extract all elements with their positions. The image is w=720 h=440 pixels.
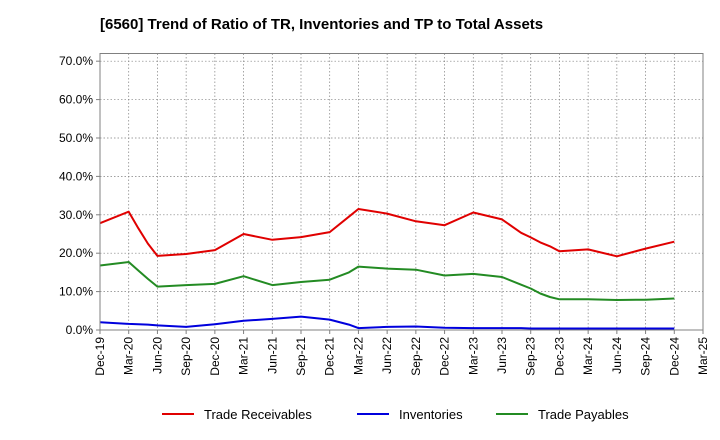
x-tick-label: Mar-23	[466, 337, 480, 375]
series-layer	[99, 208, 675, 330]
y-tick-label: 50.0%	[59, 131, 93, 145]
x-tick-label: Mar-21	[237, 337, 251, 375]
x-tick-label: Sep-21	[294, 337, 308, 376]
series-line-inventories	[99, 315, 675, 330]
x-tick-label: Sep-22	[409, 337, 423, 376]
x-tick-label: Dec-23	[552, 337, 566, 376]
x-tick-label: Dec-19	[93, 337, 107, 376]
legend-label-trade-payables: Trade Payables	[538, 407, 629, 422]
y-tick-label: 20.0%	[59, 246, 93, 260]
x-axis-ticks: Dec-19 Mar-20 Jun-20 Sep-20 Dec-20 Mar-21 Jun-…	[93, 330, 710, 376]
x-tick-label: Dec-24	[667, 337, 681, 376]
x-tick-label: Dec-21	[323, 337, 337, 376]
y-tick-label: 40.0%	[59, 169, 93, 183]
y-tick-label: 60.0%	[59, 93, 93, 107]
x-tick-label: Jun-24	[610, 337, 624, 374]
y-axis-ticks: 0.0% 10.0% 20.0% 30.0% 40.0% 50.0% 60.0% 70.0%	[59, 54, 100, 337]
chart-title: [6560] Trend of Ratio of TR, Inventories…	[100, 16, 543, 33]
x-tick-label: Mar-22	[351, 337, 365, 375]
x-tick-label: Mar-24	[581, 337, 595, 375]
x-tick-label: Mar-20	[122, 337, 136, 375]
legend: Trade Receivables Inventories Trade Payabl…	[162, 407, 629, 422]
series-line-trade-receivables	[99, 208, 675, 258]
x-tick-label: Sep-24	[639, 337, 653, 376]
x-tick-label: Jun-20	[150, 337, 164, 374]
y-tick-label: 30.0%	[59, 208, 93, 222]
x-tick-label: Dec-22	[438, 337, 452, 376]
grid-layer	[99, 53, 704, 331]
x-tick-label: Sep-20	[179, 337, 193, 376]
x-tick-label: Mar-25	[696, 337, 710, 375]
x-tick-label: Jun-22	[380, 337, 394, 374]
legend-label-trade-receivables: Trade Receivables	[204, 407, 312, 422]
y-tick-label: 70.0%	[59, 54, 93, 68]
x-tick-label: Sep-23	[524, 337, 538, 376]
x-tick-label: Jun-21	[265, 337, 279, 374]
x-tick-label: Jun-23	[495, 337, 509, 374]
legend-label-inventories: Inventories	[399, 407, 463, 422]
plot-frame	[99, 53, 704, 331]
y-tick-label: 0.0%	[66, 323, 94, 337]
x-tick-label: Dec-20	[208, 337, 222, 376]
y-tick-label: 10.0%	[59, 285, 93, 299]
series-line-trade-payables	[99, 261, 675, 301]
